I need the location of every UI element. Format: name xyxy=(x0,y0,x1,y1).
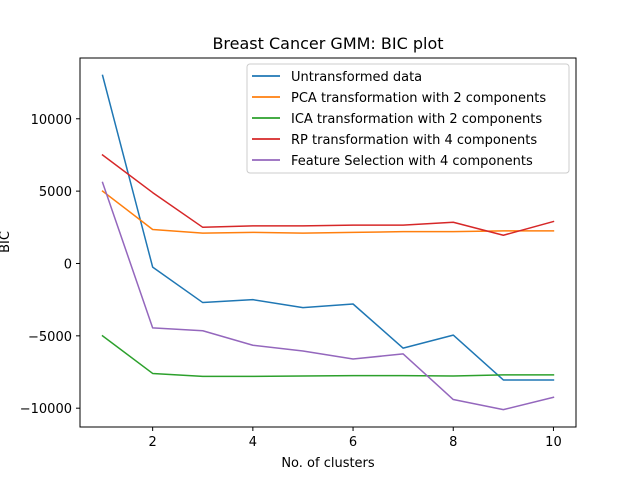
x-axis-label: No. of clusters xyxy=(281,456,375,471)
series-line-4 xyxy=(101,153,555,237)
y-tick-label: 10000 xyxy=(31,113,72,128)
legend-label: Feature Selection with 4 components xyxy=(291,154,533,169)
x-tick-label: 10 xyxy=(545,435,562,450)
series-line-3 xyxy=(101,334,555,378)
legend-label: RP transformation with 4 components xyxy=(291,133,537,148)
series-line-2 xyxy=(101,190,555,234)
y-axis-ticks: −10000 −5000 0 5000 10000 xyxy=(20,113,80,417)
y-tick-label: −5000 xyxy=(28,330,72,345)
y-tick-label: 0 xyxy=(64,257,72,272)
y-tick-label: −10000 xyxy=(20,402,72,417)
x-tick-label: 2 xyxy=(149,435,157,450)
series-line-5 xyxy=(101,181,555,411)
y-axis-label: BIC xyxy=(0,231,13,253)
legend-label: ICA transformation with 2 components xyxy=(291,112,542,127)
plot-frame xyxy=(79,57,577,428)
chart-title: Breast Cancer GMM: BIC plot xyxy=(212,34,443,53)
series-layer xyxy=(101,74,555,411)
x-tick-label: 8 xyxy=(449,435,457,450)
legend-frame xyxy=(246,63,570,174)
legend-label: Untransformed data xyxy=(291,70,422,85)
x-axis-ticks: 2 4 6 8 10 xyxy=(149,427,562,450)
legend-label: PCA transformation with 2 components xyxy=(291,91,546,106)
x-tick-label: 4 xyxy=(249,435,257,450)
series-line-1 xyxy=(101,74,555,381)
x-tick-label: 6 xyxy=(349,435,357,450)
legend: Untransformed data PCA transformation wit… xyxy=(246,63,570,174)
y-tick-label: 5000 xyxy=(39,185,72,200)
